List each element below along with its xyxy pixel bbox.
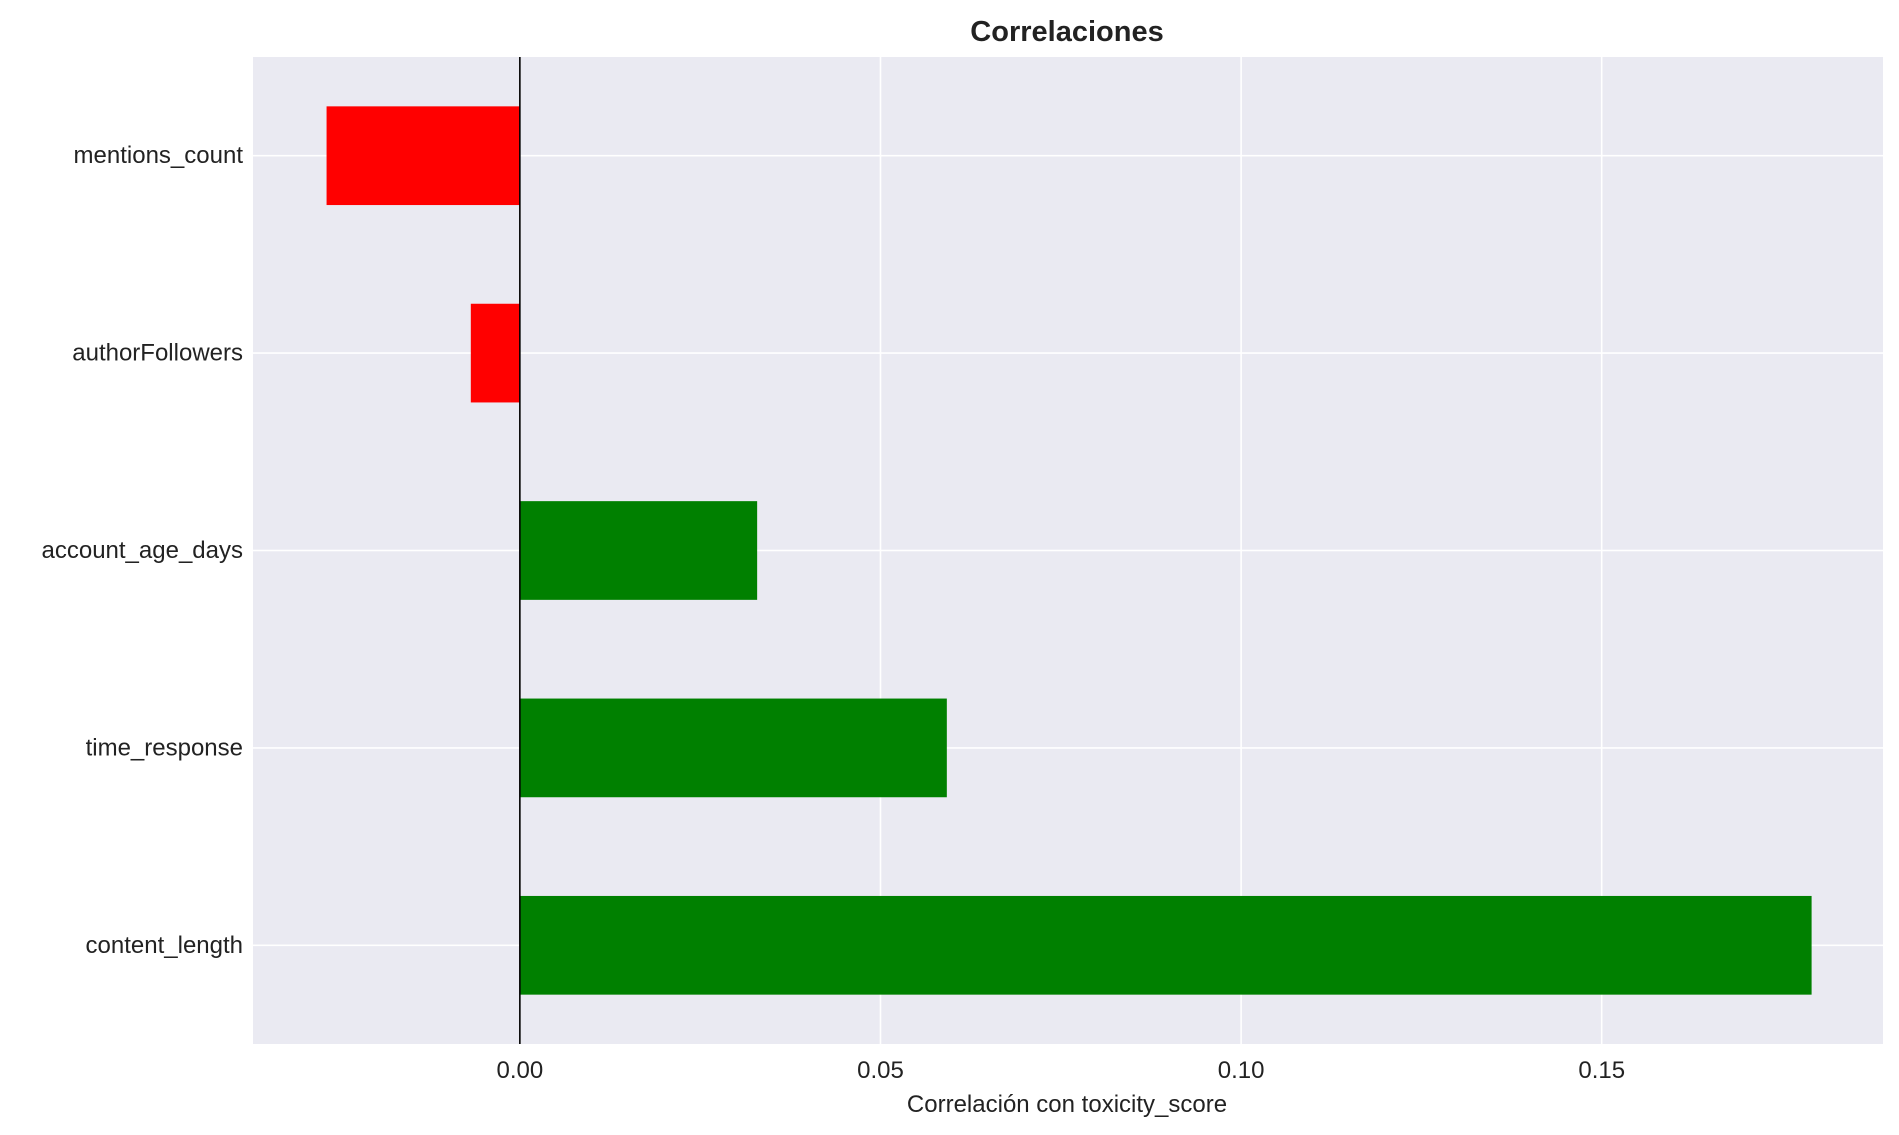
bar-time-response (519, 698, 947, 798)
bars (326, 106, 1812, 995)
y-tick-label: mentions_count (74, 142, 244, 169)
x-axis-label: Correlación con toxicity_score (907, 1091, 1227, 1118)
x-tick-label: 0.05 (857, 1057, 904, 1084)
bar-authorfollowers (470, 303, 520, 403)
bar-mentions-count (326, 106, 520, 206)
chart-title: Correlaciones (970, 16, 1163, 48)
y-tick-label: content_length (86, 932, 243, 959)
x-tick-labels: 0.00 0.05 0.10 0.15 (496, 1057, 1625, 1084)
y-tick-label: time_response (86, 734, 243, 761)
y-tick-label: authorFollowers (72, 340, 243, 367)
x-tick-label: 0.15 (1578, 1057, 1625, 1084)
x-tick-label: 0.10 (1218, 1057, 1265, 1084)
x-tick-label: 0.00 (496, 1057, 543, 1084)
y-tick-labels: mentions_count authorFollowers account_age… (42, 142, 244, 959)
y-tick-label: account_age_days (42, 537, 244, 564)
bar-content-length (519, 895, 1812, 995)
bar-account-age-days (519, 501, 758, 600)
